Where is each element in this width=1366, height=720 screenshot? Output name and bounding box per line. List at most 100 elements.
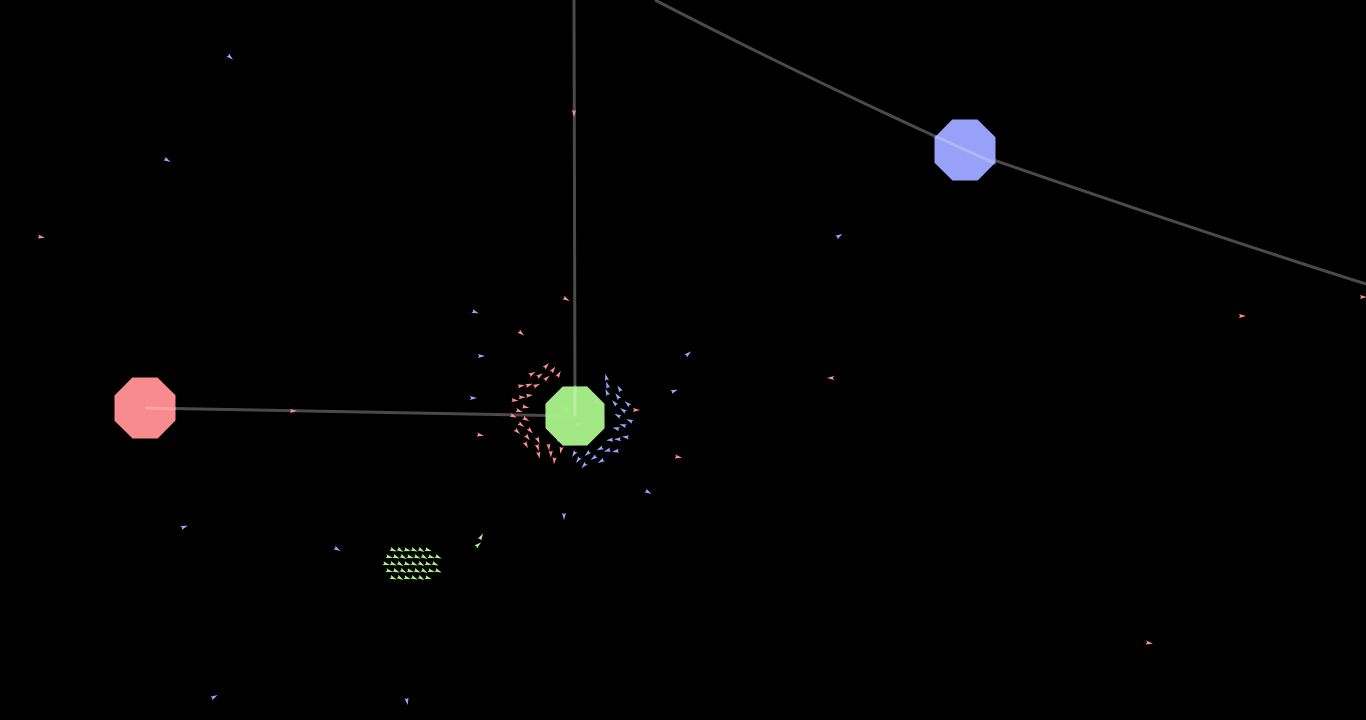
ship-blue <box>562 513 566 520</box>
ship-green <box>431 560 439 566</box>
planet-red[interactable] <box>114 377 176 439</box>
ship-blue <box>617 385 623 393</box>
ship-green <box>424 561 432 566</box>
ship-red <box>1145 640 1153 645</box>
ship-green <box>385 554 393 559</box>
ship-blue <box>604 373 609 381</box>
ship-red <box>1239 314 1246 318</box>
ship-red <box>517 384 525 389</box>
ship-green <box>403 561 411 566</box>
ship-blue <box>626 419 634 424</box>
ship-red <box>515 408 523 413</box>
highlight-blue <box>934 134 997 166</box>
ship-blue <box>670 389 678 394</box>
ship-blue <box>624 401 632 408</box>
ship-blue <box>620 408 627 414</box>
ship-green <box>413 553 421 559</box>
ship-blue <box>404 697 409 705</box>
ship-green <box>406 554 414 559</box>
ship-blue <box>470 396 477 400</box>
ship-blue <box>333 545 341 551</box>
ship-green <box>477 533 483 541</box>
ship-blue <box>606 437 614 442</box>
ship-blue <box>163 156 171 162</box>
ship-blue <box>621 435 629 440</box>
ship-blue <box>596 445 604 451</box>
ship-blue <box>612 400 619 407</box>
ship-red <box>552 457 557 465</box>
ship-blue <box>575 456 582 464</box>
ship-red <box>534 436 540 444</box>
ship-green <box>417 546 425 552</box>
ship-blue <box>603 447 612 452</box>
ship-green <box>410 546 418 552</box>
ship-red <box>528 371 536 378</box>
ship-green <box>434 567 442 573</box>
ship-green <box>406 568 414 573</box>
link-green-north <box>572 0 577 417</box>
planet-green[interactable] <box>545 386 605 446</box>
ship-blue <box>226 53 234 60</box>
ship-green <box>427 554 435 559</box>
ship-red <box>549 366 556 374</box>
ship-green <box>389 575 397 580</box>
ship-red <box>555 371 561 379</box>
ship-red <box>518 395 526 400</box>
ship-green <box>403 575 411 580</box>
ship-red <box>827 376 834 380</box>
ship-blue <box>606 381 611 389</box>
ship-blue <box>572 450 578 458</box>
ship-green <box>434 553 442 559</box>
ship-red <box>513 427 521 434</box>
ship-red <box>534 443 539 452</box>
ship-blue <box>605 388 611 397</box>
ship-blue <box>684 351 692 358</box>
ship-green <box>399 553 407 559</box>
ship-green <box>389 547 397 552</box>
ship-red <box>521 404 530 409</box>
ship-red <box>532 383 541 389</box>
ship-red <box>542 363 549 370</box>
ship-red <box>546 443 551 451</box>
ship-blue <box>612 427 620 432</box>
ship-red <box>525 393 533 398</box>
ship-green <box>389 561 397 566</box>
planet-highlights <box>144 134 997 416</box>
ship-red <box>522 441 528 449</box>
ship-blue <box>615 393 622 401</box>
ship-green <box>382 561 390 566</box>
link-blue-lane <box>654 0 1366 286</box>
ship-blue <box>644 488 652 494</box>
ship-red <box>37 234 45 239</box>
ship-green <box>420 553 428 559</box>
ship-red <box>543 375 550 382</box>
ship-blue <box>180 525 188 530</box>
ship-blue <box>619 424 627 429</box>
ship-red <box>559 446 564 454</box>
ship-red <box>1360 295 1366 299</box>
ship-red <box>290 409 297 413</box>
ship-green <box>403 547 411 552</box>
ship-green <box>417 560 425 566</box>
ship-green <box>410 560 418 566</box>
ship-red <box>536 451 541 459</box>
ship-blue <box>471 309 479 314</box>
ship-green <box>420 567 428 573</box>
ship-blue <box>613 437 621 442</box>
planets-layer <box>114 119 996 446</box>
ship-blue <box>611 448 620 453</box>
ship-green <box>474 542 482 549</box>
ship-green <box>413 567 421 573</box>
ship-green <box>385 568 393 573</box>
ship-red <box>517 421 525 428</box>
ship-green <box>392 554 400 559</box>
ship-red <box>535 373 543 379</box>
ship-green <box>417 574 425 580</box>
planet-links <box>144 0 1366 418</box>
ship-blue <box>835 234 843 240</box>
ship-blue <box>590 454 598 461</box>
ship-red <box>525 383 533 388</box>
ship-blue <box>614 413 622 419</box>
planet-blue[interactable] <box>934 119 996 181</box>
